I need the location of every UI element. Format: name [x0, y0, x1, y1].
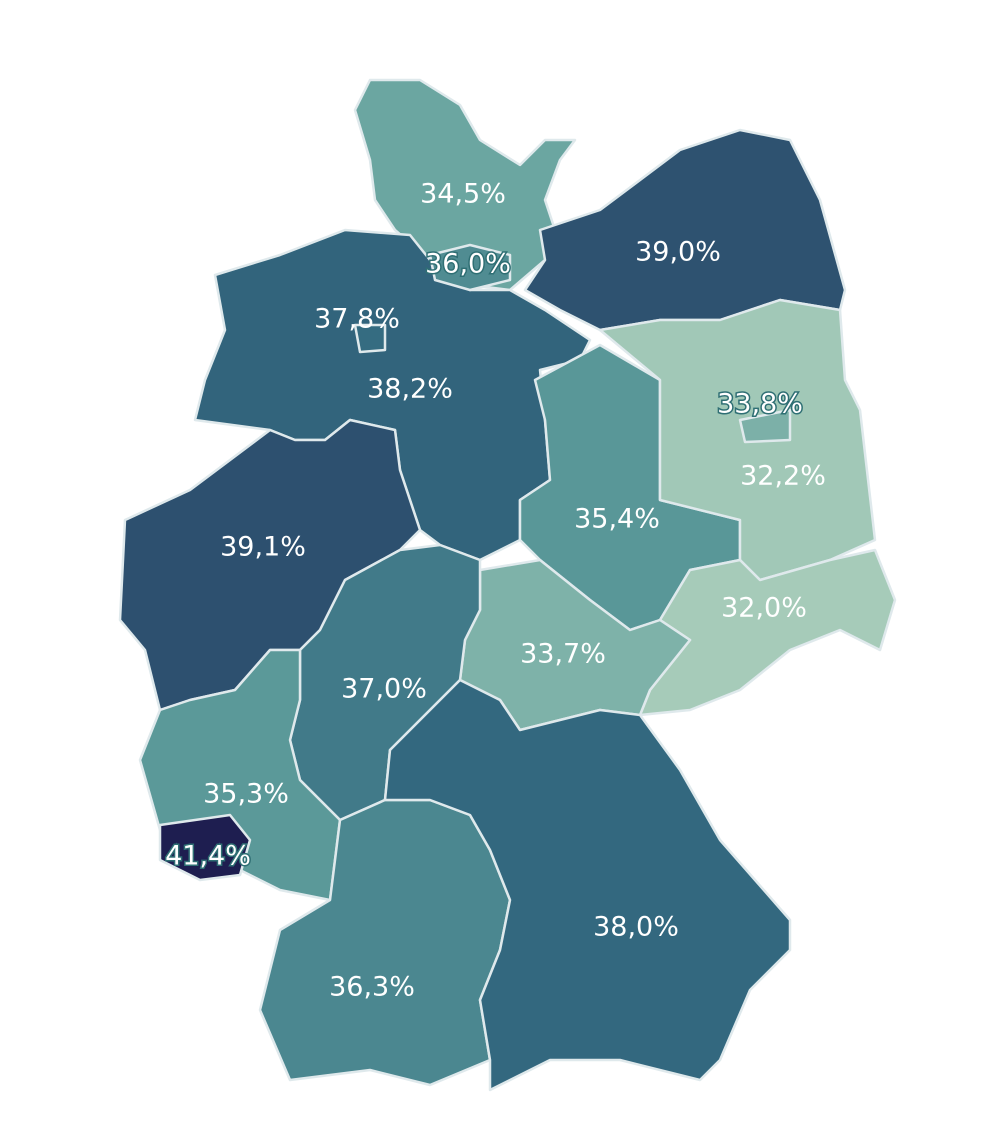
region	[738, 408, 792, 444]
region	[353, 323, 387, 354]
region-label: 37,8%	[314, 304, 400, 335]
region-label: 38,0%	[593, 912, 679, 943]
region	[383, 678, 792, 1092]
region-label: 37,0%	[341, 674, 427, 705]
region-label: 38,2%	[367, 374, 453, 405]
region	[523, 128, 847, 332]
region-label: 41,4%	[165, 841, 251, 872]
region	[158, 813, 252, 882]
region-label: 39,0%	[635, 237, 721, 268]
region-label: 32,2%	[740, 461, 826, 492]
region	[428, 243, 512, 292]
region-label: 34,5%	[420, 179, 506, 210]
region-label: 33,8%	[717, 389, 803, 420]
region-label: 36,0%	[425, 249, 511, 280]
region-label: 36,3%	[329, 972, 415, 1003]
region-label: 32,0%	[721, 593, 807, 624]
region-label: 35,4%	[574, 504, 660, 535]
region	[598, 298, 877, 582]
region-label: 39,1%	[220, 532, 306, 563]
region-label: 35,3%	[203, 779, 289, 810]
region-label: 33,7%	[520, 639, 606, 670]
